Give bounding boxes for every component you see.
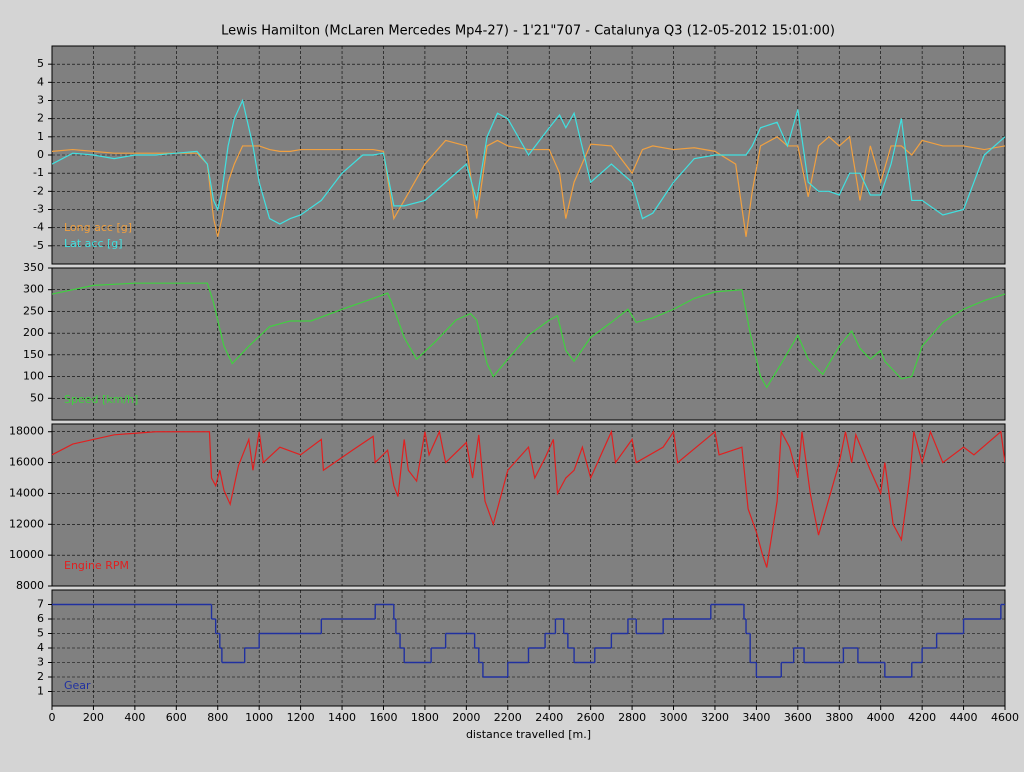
x-tick-label: 3400 — [742, 711, 770, 724]
y-tick-label: 200 — [23, 326, 44, 339]
y-tick-label: 2 — [37, 670, 44, 683]
y-tick-label: 1 — [37, 685, 44, 698]
y-tick-label: 14000 — [9, 486, 44, 499]
x-axis-label: distance travelled [m.] — [466, 728, 591, 741]
legend-label: Speed [km/h] — [64, 393, 138, 406]
y-tick-label: 5 — [37, 627, 44, 640]
y-tick-label: -1 — [33, 166, 44, 179]
x-tick-label: 0 — [49, 711, 56, 724]
y-tick-label: 2 — [37, 112, 44, 125]
y-tick-label: 3 — [37, 94, 44, 107]
x-tick-label: 4200 — [908, 711, 936, 724]
y-tick-label: 8000 — [16, 579, 44, 592]
x-tick-label: 1000 — [245, 711, 273, 724]
x-tick-label: 600 — [166, 711, 187, 724]
y-tick-label: 250 — [23, 304, 44, 317]
y-tick-label: -5 — [33, 239, 44, 252]
y-tick-label: -3 — [33, 203, 44, 216]
legend-label: Long acc [g] — [64, 221, 132, 234]
x-tick-label: 2200 — [494, 711, 522, 724]
x-tick-label: 2000 — [452, 711, 480, 724]
x-tick-label: 200 — [83, 711, 104, 724]
x-tick-label: 2800 — [618, 711, 646, 724]
y-tick-label: 0 — [37, 148, 44, 161]
legend-label: Lat acc [g] — [64, 237, 123, 250]
x-tick-label: 1800 — [411, 711, 439, 724]
x-tick-label: 2600 — [577, 711, 605, 724]
x-tick-label: 1600 — [369, 711, 397, 724]
plot-area — [51, 267, 1006, 421]
legend-label: Engine RPM — [64, 559, 129, 572]
x-tick-label: 4400 — [950, 711, 978, 724]
x-tick-label: 800 — [207, 711, 228, 724]
y-tick-label: 4 — [37, 641, 44, 654]
series-line — [52, 98, 1005, 225]
x-tick-label: 3800 — [825, 711, 853, 724]
plot-clip — [52, 590, 1005, 706]
y-tick-label: 16000 — [9, 456, 44, 469]
x-tick-label: 2400 — [535, 711, 563, 724]
y-tick-label: 7 — [37, 598, 44, 611]
chart-title: Lewis Hamilton (McLaren Mercedes Mp4-27)… — [221, 24, 835, 39]
x-tick-label: 4000 — [867, 711, 895, 724]
x-tick-label: 3000 — [660, 711, 688, 724]
y-tick-label: 6 — [37, 612, 44, 625]
series-line — [52, 135, 1005, 237]
x-tick-label: 1200 — [287, 711, 315, 724]
y-tick-label: 18000 — [9, 425, 44, 438]
y-tick-label: 4 — [37, 75, 44, 88]
y-tick-label: -2 — [33, 184, 44, 197]
series-line — [52, 429, 1005, 568]
series-line — [52, 282, 1005, 389]
y-tick-label: 3 — [37, 656, 44, 669]
y-tick-label: 10000 — [9, 548, 44, 561]
plot-clip — [52, 46, 1005, 264]
y-tick-label: 100 — [23, 370, 44, 383]
legend-label: Gear — [64, 679, 91, 692]
y-tick-label: 5 — [37, 57, 44, 70]
y-tick-label: 50 — [30, 391, 44, 404]
plot-clip — [52, 424, 1005, 586]
plot-clip — [52, 268, 1005, 420]
x-tick-label: 1400 — [328, 711, 356, 724]
x-tick-label: 3200 — [701, 711, 729, 724]
y-tick-label: -4 — [33, 221, 44, 234]
y-tick-label: 1 — [37, 130, 44, 143]
x-tick-label: 3600 — [784, 711, 812, 724]
y-tick-label: 300 — [23, 283, 44, 296]
y-tick-label: 350 — [23, 261, 44, 274]
x-tick-label: 400 — [124, 711, 145, 724]
y-tick-label: 150 — [23, 348, 44, 361]
x-tick-label: 4600 — [991, 711, 1019, 724]
y-tick-label: 12000 — [9, 517, 44, 530]
